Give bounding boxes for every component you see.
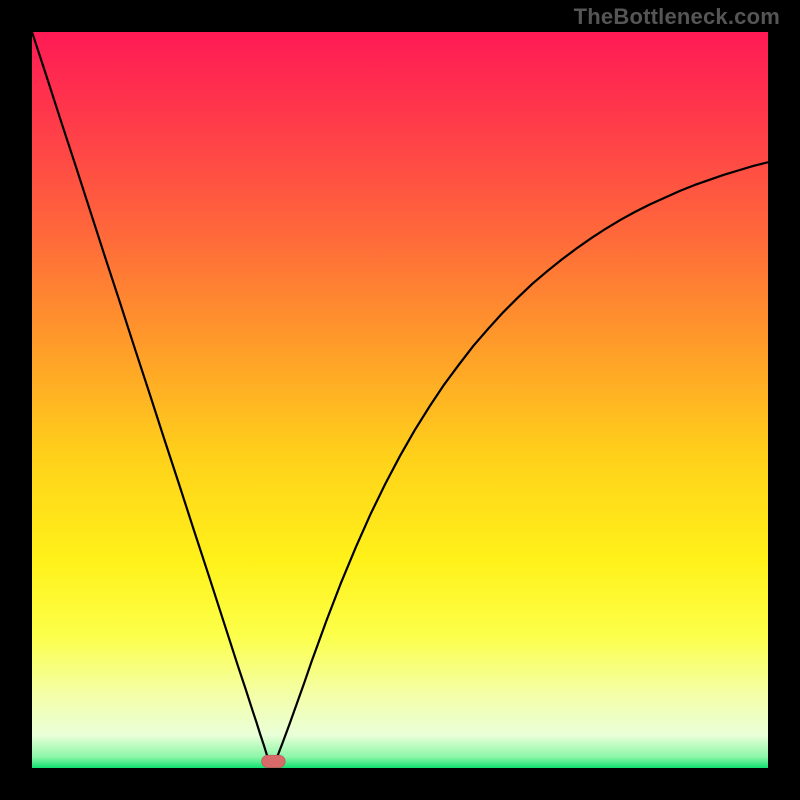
optimal-point-marker xyxy=(262,755,286,768)
bottleneck-curve-chart xyxy=(32,32,768,768)
watermark-text: TheBottleneck.com xyxy=(574,4,780,30)
plot-area xyxy=(32,32,768,768)
chart-background xyxy=(32,32,768,768)
chart-frame: TheBottleneck.com xyxy=(0,0,800,800)
